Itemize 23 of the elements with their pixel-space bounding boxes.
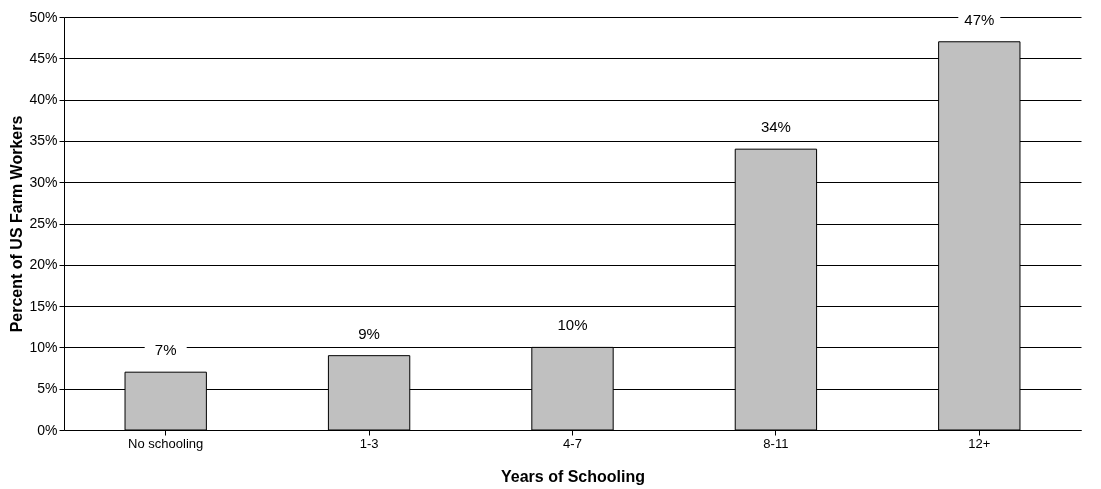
data-label: 34% bbox=[760, 118, 791, 136]
x-axis-title: Years of Schooling bbox=[500, 467, 646, 485]
x-tick-label: No schooling bbox=[128, 435, 204, 451]
x-tick-label: 8-11 bbox=[763, 435, 789, 451]
y-tick-label: 15% bbox=[29, 297, 58, 314]
data-label: 7% bbox=[154, 341, 177, 359]
y-tick-label: 40% bbox=[29, 91, 58, 108]
x-tick-label: 4-7 bbox=[563, 435, 582, 451]
data-label: 9% bbox=[358, 324, 380, 342]
x-tick-label: 1-3 bbox=[359, 435, 379, 451]
y-tick-label: 35% bbox=[29, 132, 58, 149]
x-tick-label: 12+ bbox=[968, 435, 991, 451]
y-tick-label: 10% bbox=[29, 338, 58, 355]
y-tick-label: 50% bbox=[29, 8, 58, 25]
data-label: 47% bbox=[964, 10, 995, 28]
y-tick-label: 0% bbox=[37, 421, 58, 438]
data-label: 10% bbox=[557, 316, 588, 334]
y-tick-label: 45% bbox=[29, 49, 58, 66]
y-tick-label: 5% bbox=[37, 380, 58, 397]
y-tick-label: 25% bbox=[29, 215, 58, 231]
y-tick-label: 20% bbox=[29, 256, 58, 273]
y-axis-title: Percent of US Farm Workers bbox=[8, 115, 26, 333]
y-tick-label: 30% bbox=[29, 173, 58, 190]
